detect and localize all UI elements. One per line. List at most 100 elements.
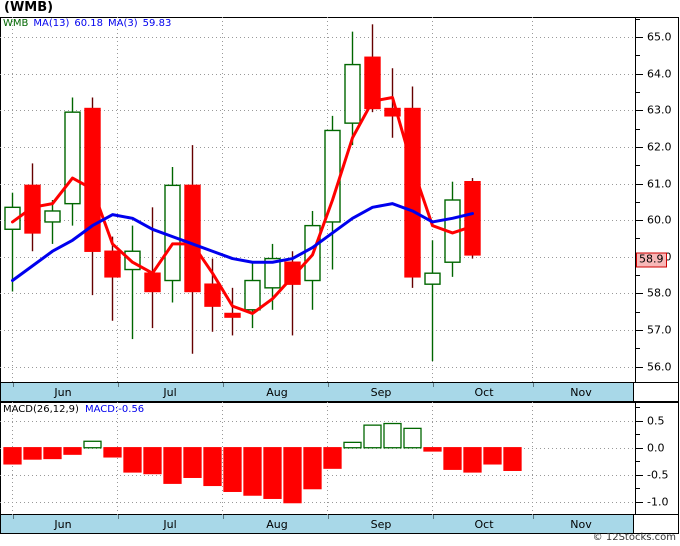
macd-bar-down (143, 447, 162, 475)
candle-body-up (264, 257, 281, 289)
macd-bar-down (23, 447, 42, 460)
month-tick (118, 383, 119, 387)
month-tick (328, 383, 329, 387)
month-label-top: Sep (370, 386, 392, 399)
month-tick (433, 383, 434, 387)
price-axis-minor-tick (636, 238, 640, 239)
price-y-axis: 65.064.063.062.061.060.059.058.057.056.0… (634, 17, 679, 383)
price-axis-label: 65.0 (647, 30, 672, 44)
month-tick (533, 383, 534, 387)
macd-bar-up (343, 441, 362, 449)
macd-bar-up (403, 427, 422, 449)
macd-bar-down (163, 447, 182, 484)
month-tick (13, 383, 14, 387)
macd-bar-up (83, 440, 102, 449)
price-axis-minor-tick (636, 312, 640, 313)
macd-bar-down (183, 447, 202, 478)
macd-bar-down (303, 447, 322, 490)
legend-ma3-value: 59.83 (142, 18, 172, 29)
month-tick (223, 383, 224, 387)
macd-axis-tick (636, 421, 643, 422)
price-axis-tick (636, 147, 643, 148)
candle-body-down (204, 283, 221, 307)
macd-bar-down (3, 447, 22, 465)
candle-body-down (284, 261, 301, 285)
macd-bar-down (203, 447, 222, 487)
month-label-top: Oct (474, 386, 494, 399)
price-plot-area (0, 17, 634, 383)
candle-body-down (364, 56, 381, 110)
price-axis-minor-tick (636, 129, 640, 130)
candle-body-down (404, 107, 421, 278)
month-axis-bottom-pad (633, 515, 678, 533)
macd-bar-down (243, 447, 262, 496)
price-axis-minor-tick (636, 348, 640, 349)
price-axis-label: 60.0 (647, 213, 672, 227)
price-legend: WMB MA(13) 60.18 MA(3) 59.83 (3, 18, 176, 29)
month-label-bottom: Jun (54, 518, 72, 531)
month-label-top: Nov (570, 386, 592, 399)
macd-axis-label: -0.5 (647, 468, 669, 482)
price-axis-tick (636, 293, 643, 294)
macd-plot-area (0, 402, 634, 515)
price-axis-minor-tick (636, 165, 640, 166)
price-axis-label: 58.0 (647, 286, 672, 300)
macd-bar-down (263, 447, 282, 499)
month-label-top: Jul (163, 386, 177, 399)
macd-axis-minor-tick (636, 434, 640, 435)
price-axis-label: 64.0 (647, 67, 672, 81)
macd-axis-tick (636, 448, 643, 449)
price-axis-tick (636, 110, 643, 111)
macd-bar-down (503, 447, 522, 471)
macd-histogram-svg (0, 402, 634, 515)
price-axis-minor-tick (636, 275, 640, 276)
price-axis-label: 61.0 (647, 177, 672, 191)
macd-bar-down (463, 447, 482, 473)
candle-body-down (104, 250, 121, 278)
macd-axis-label: -1.0 (647, 495, 669, 509)
candle-body-down (84, 107, 101, 252)
candle-body-down (224, 312, 241, 318)
price-axis-minor-tick (636, 55, 640, 56)
ma3-line (11, 96, 474, 315)
price-axis-minor-tick (636, 92, 640, 93)
month-label-bottom: Nov (570, 518, 592, 531)
candle-body-up (244, 279, 261, 311)
month-label-bottom: Jul (163, 518, 177, 531)
macd-bar-down (483, 447, 502, 465)
month-tick (433, 515, 434, 519)
legend-ma13-label: MA(13) (33, 18, 70, 29)
ma13-line (11, 202, 474, 283)
price-axis-label: 62.0 (647, 140, 672, 154)
macd-legend-params: MACD(26,12,9) (3, 404, 79, 415)
macd-y-axis: 0.5 0.0 -0.5 -1.0 (634, 402, 679, 515)
current-price-marker: 58.9 (636, 252, 667, 268)
price-axis-spine (635, 17, 636, 383)
macd-axis-minor-tick (636, 488, 640, 489)
macd-bar-down (443, 447, 462, 470)
macd-bar-down (63, 447, 82, 455)
macd-bar-up (383, 422, 402, 449)
macd-bar-down (123, 447, 142, 473)
macd-bar-up (363, 424, 382, 449)
candle-body-up (64, 111, 81, 205)
macd-bar-down (323, 447, 342, 469)
candle-body-up (344, 63, 361, 124)
macd-legend-value: MACD:-0.56 (84, 404, 145, 415)
price-axis-label: 57.0 (647, 323, 672, 337)
macd-axis-label: 0.0 (647, 441, 665, 455)
copyright-notice: © 12Stocks.com (592, 532, 676, 543)
price-axis-minor-tick (636, 202, 640, 203)
price-axis-tick (636, 330, 643, 331)
macd-bar-down (103, 447, 122, 458)
month-tick (223, 515, 224, 519)
month-axis-top: Jun Jul Aug Sep Oct Nov (0, 383, 679, 402)
macd-bar-down (223, 447, 242, 492)
price-axis-tick (636, 184, 643, 185)
month-tick (13, 515, 14, 519)
month-tick (533, 515, 534, 519)
candle-body-up (164, 184, 181, 282)
macd-bar-down (423, 447, 442, 452)
macd-axis-tick (636, 475, 643, 476)
